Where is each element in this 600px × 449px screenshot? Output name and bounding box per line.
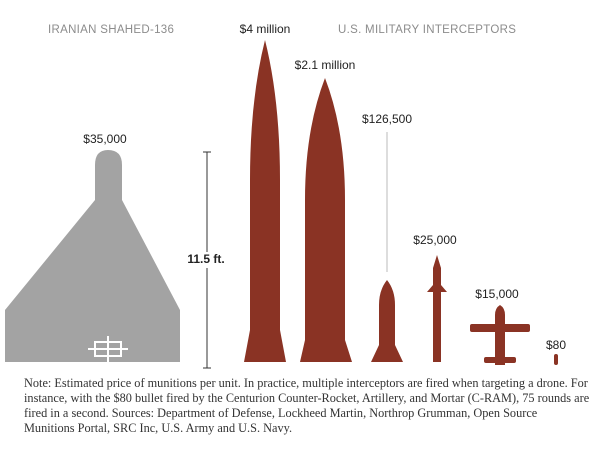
drone-engine: [88, 336, 128, 362]
missile-shape: [300, 78, 352, 362]
note: Note: Estimated price of munitions per u…: [24, 376, 590, 435]
drone-header: IRANIAN SHAHED-136: [48, 24, 174, 36]
missile-shape: [244, 40, 286, 362]
price-label: $80: [546, 338, 566, 352]
missile-shape: [427, 255, 447, 362]
price-label: $35,000: [83, 132, 127, 146]
price-label: $15,000: [475, 287, 519, 301]
price-label: $4 million: [240, 22, 291, 36]
interceptors-header: U.S. MILITARY INTERCEPTORS: [338, 24, 516, 36]
graphic: IRANIAN SHAHED-136 U.S. MILITARY INTERCE…: [5, 22, 566, 369]
price-label: $126,500: [362, 112, 412, 126]
price-label: $25,000: [413, 233, 457, 247]
scale-label-bg: [180, 252, 232, 268]
price-label: $2.1 million: [295, 58, 356, 72]
scale-label: 11.5 ft.: [187, 252, 224, 266]
drone-interceptor-shape: [470, 305, 530, 365]
missile-shape: [371, 280, 403, 362]
drone-shape: [5, 150, 180, 362]
bullet-shape: [554, 354, 558, 365]
